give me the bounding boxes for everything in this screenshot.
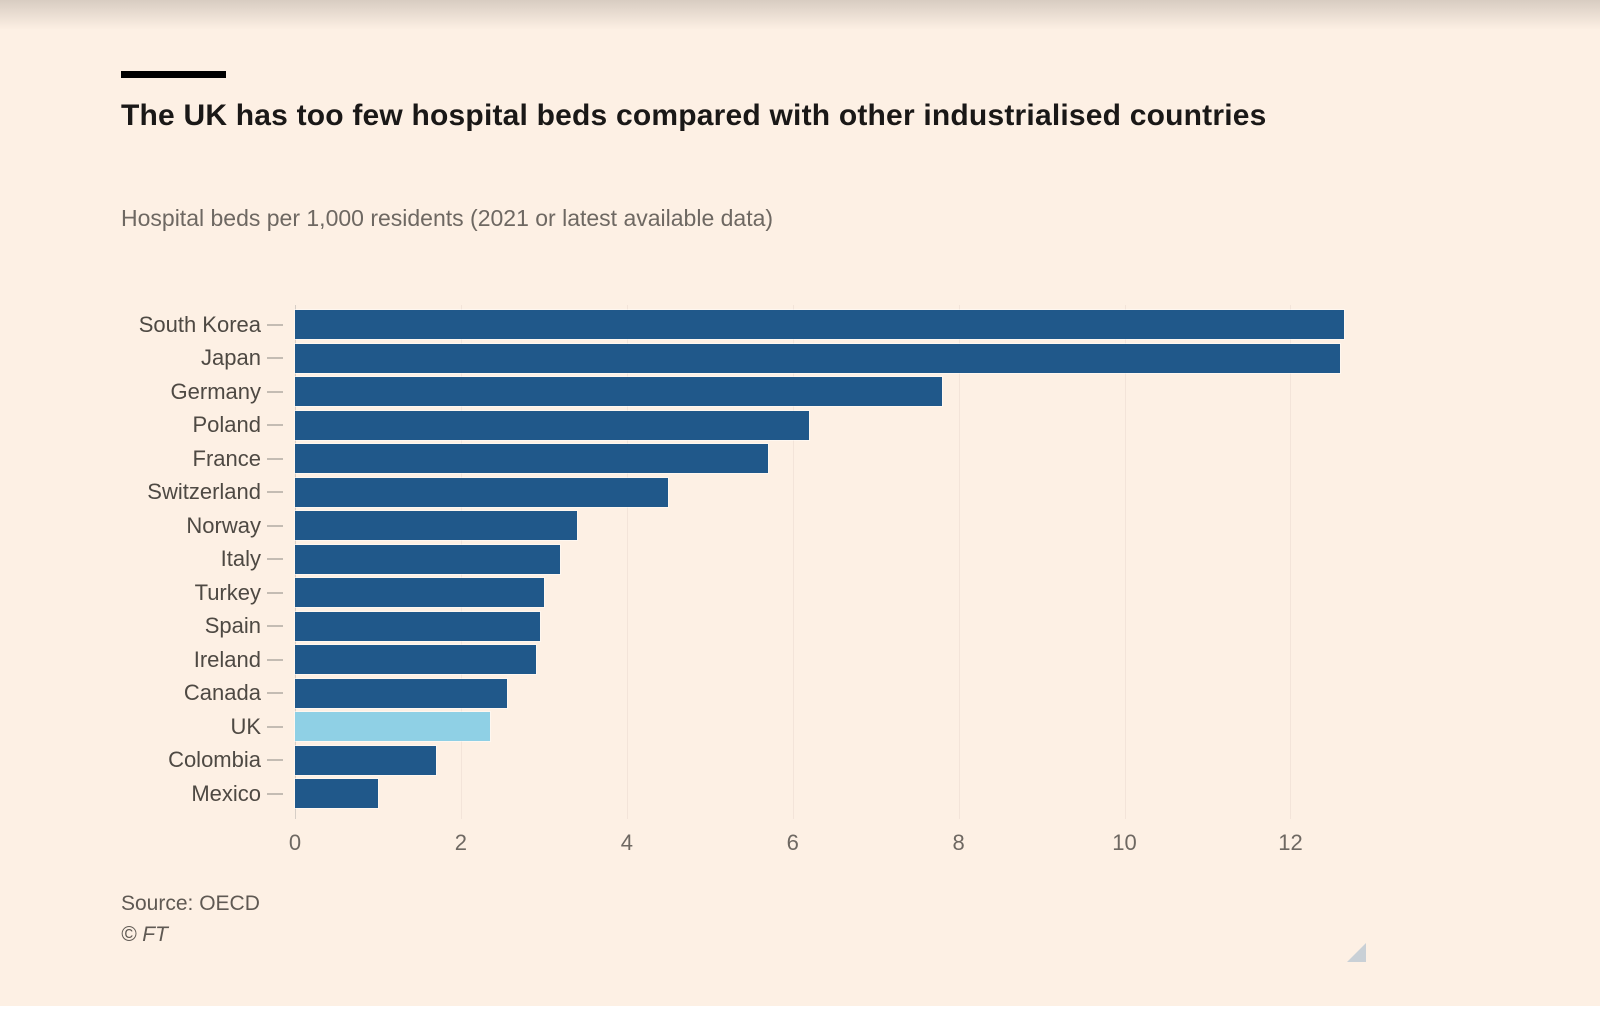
category-label-row: Mexico: [0, 779, 283, 808]
bar-italy: [295, 544, 561, 574]
bar-south-korea: [295, 310, 1345, 339]
category-label-row: Switzerland: [0, 478, 283, 507]
bar-uk: [295, 712, 490, 741]
category-label: Spain: [204, 613, 261, 638]
resize-handle-icon[interactable]: [1347, 943, 1366, 962]
ft-title-rule: [121, 71, 226, 78]
bar-row: [295, 645, 1390, 674]
x-tick-label-6: 6: [786, 830, 799, 855]
category-label-row: Canada: [0, 679, 283, 708]
bar-row: [295, 511, 1390, 540]
category-label-row: Norway: [0, 511, 283, 540]
bar-switzerland: [295, 477, 669, 507]
category-label: Switzerland: [147, 479, 261, 504]
bar-france: [295, 444, 768, 473]
chart-title: The UK has too few hospital beds compare…: [121, 99, 1267, 132]
bar-row: [295, 310, 1390, 339]
category-label-row: Ireland: [0, 645, 283, 674]
category-label-row: Poland: [0, 411, 283, 440]
x-tick-label-10: 10: [1112, 830, 1137, 855]
category-label-row: France: [0, 444, 283, 473]
y-axis-labels: South Korea Japan Germany Poland France Switz…: [0, 305, 283, 813]
category-label: France: [192, 445, 261, 471]
category-label-row: Japan: [0, 344, 283, 373]
bar-row: [295, 477, 1390, 507]
category-label: Italy: [220, 546, 261, 571]
x-tick-label-12: 12: [1278, 830, 1303, 855]
bar-row: [295, 779, 1390, 808]
bar-row: [295, 611, 1390, 641]
bar-canada: [295, 678, 507, 708]
gridline-x-6: [792, 305, 794, 819]
category-label: Mexico: [191, 780, 261, 806]
x-tick-label-2: 2: [454, 830, 468, 855]
category-label: Ireland: [193, 646, 261, 672]
y-tick-dash: [267, 491, 283, 493]
category-label-row: Turkey: [0, 578, 283, 607]
category-label-row: UK: [0, 712, 283, 741]
y-tick-dash: [267, 390, 283, 393]
category-label-row: Italy: [0, 545, 283, 574]
source-note: Source: OECD: [121, 892, 260, 915]
bar-row: [295, 745, 1390, 775]
y-tick-dash: [267, 323, 283, 326]
y-tick-dash: [267, 424, 283, 426]
category-label: Japan: [201, 345, 261, 370]
gridline-x-4: [626, 305, 628, 819]
category-label: Turkey: [194, 579, 261, 605]
y-tick-dash: [267, 558, 283, 560]
bar-colombia: [295, 745, 437, 775]
bar-japan: [295, 343, 1341, 373]
gridline-x-10: [1124, 305, 1126, 819]
bar-spain: [295, 611, 540, 641]
y-tick-dash: [267, 457, 283, 460]
bar-row: [295, 410, 1390, 440]
y-tick-dash: [267, 692, 283, 694]
y-tick-dash: [267, 658, 283, 661]
category-label: South Korea: [138, 311, 261, 337]
category-label-row: Colombia: [0, 746, 283, 775]
x-axis: 0 2 4 6 8 10 12: [289, 830, 1390, 860]
chart-subtitle: Hospital beds per 1,000 residents (2021 …: [121, 205, 774, 231]
y-tick-dash: [267, 625, 283, 627]
category-label-row: Spain: [0, 612, 283, 641]
y-tick-dash: [267, 524, 283, 527]
plot-area: [295, 305, 1390, 819]
y-tick-dash: [267, 357, 283, 359]
gridline-x-12: [1290, 305, 1292, 819]
category-label: Poland: [192, 412, 261, 437]
bar-mexico: [295, 779, 378, 808]
category-label-row: Germany: [0, 377, 283, 406]
gridline-x-8: [958, 305, 960, 819]
bar-row: [295, 444, 1390, 473]
x-tick-label-8: 8: [952, 830, 965, 855]
bar-germany: [295, 377, 943, 406]
y-tick-dash: [267, 759, 283, 761]
bar-norway: [295, 511, 578, 540]
category-label-row: South Korea: [0, 310, 283, 339]
bar-row: [295, 678, 1390, 708]
bar-row: [295, 544, 1390, 574]
category-label: Norway: [186, 512, 261, 538]
bar-ireland: [295, 645, 536, 674]
y-tick-dash: [267, 792, 283, 795]
bar-row: [295, 712, 1390, 741]
category-label: UK: [230, 713, 261, 739]
bar-row: [295, 578, 1390, 607]
bar-row: [295, 377, 1390, 406]
x-tick-label-4: 4: [620, 830, 633, 855]
y-tick-dash: [267, 591, 283, 594]
category-label: Canada: [183, 680, 261, 705]
bar-poland: [295, 410, 810, 440]
ft-copyright: © FT: [121, 923, 168, 946]
category-label: Germany: [170, 378, 261, 404]
x-tick-label-0: 0: [288, 830, 302, 855]
bar-turkey: [295, 578, 544, 607]
y-tick-dash: [267, 725, 283, 728]
category-label: Colombia: [168, 747, 261, 772]
bar-row: [295, 343, 1390, 373]
